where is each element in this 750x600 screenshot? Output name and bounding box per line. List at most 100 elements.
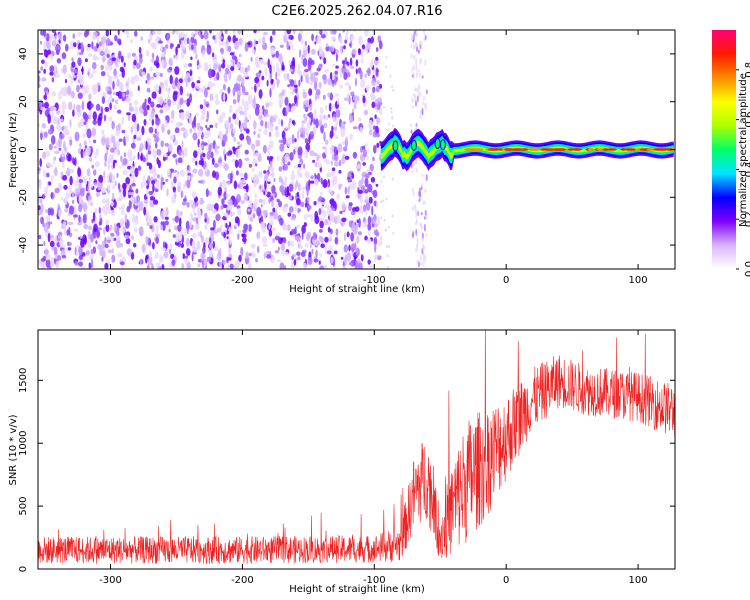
heatmap-cell xyxy=(166,33,170,41)
heatmap-cell xyxy=(130,251,135,260)
heatmap-cell xyxy=(111,254,116,263)
heatmap-cell xyxy=(188,166,191,172)
heatmap-cell xyxy=(305,127,309,137)
heatmap-cell xyxy=(315,240,321,246)
heatmap-cell xyxy=(357,262,363,269)
heatmap-cell xyxy=(422,243,425,250)
heatmap-cell xyxy=(297,146,303,156)
heatmap-cell xyxy=(74,179,80,187)
heatmap-cell xyxy=(298,79,301,87)
heatmap-cell xyxy=(111,57,117,62)
heatmap-cell xyxy=(322,74,327,81)
heatmap-cell xyxy=(283,203,289,208)
heatmap-cell xyxy=(297,63,301,72)
heatmap-cell xyxy=(299,172,303,179)
heatmap-cell xyxy=(50,135,56,145)
heatmap-cell xyxy=(336,214,341,224)
heatmap-cell xyxy=(324,218,329,226)
heatmap-cell xyxy=(292,30,296,35)
snr-x-label: Height of straight line (km) xyxy=(289,584,425,595)
spectral-spike xyxy=(434,138,441,149)
heatmap-cell xyxy=(125,237,131,245)
y-tick-label: 0 xyxy=(18,566,29,572)
heatmap-cell xyxy=(38,74,41,84)
heatmap-cell xyxy=(105,30,110,37)
heatmap-cell xyxy=(300,201,305,208)
heatmap-cell xyxy=(417,49,420,54)
heatmap-cell xyxy=(156,149,162,156)
heatmap-cell xyxy=(164,142,169,147)
heatmap-cell xyxy=(155,62,160,69)
heatmap-cell xyxy=(150,101,155,108)
heatmap-cell xyxy=(145,153,149,163)
heatmap-cell xyxy=(331,177,335,187)
heatmap-cell xyxy=(373,77,377,82)
heatmap-cell xyxy=(81,100,85,111)
heatmap-cell xyxy=(184,258,189,265)
heatmap-cell xyxy=(127,114,131,122)
heatmap-cell xyxy=(297,163,302,168)
heatmap-cell xyxy=(187,172,192,176)
heatmap-cell xyxy=(138,146,143,153)
heatmap-cell xyxy=(38,167,41,171)
heatmap-cell xyxy=(157,174,160,179)
heatmap-cell xyxy=(303,48,307,58)
heatmap-cell xyxy=(206,216,210,224)
heatmap-cell xyxy=(146,189,149,198)
heatmap-cell xyxy=(423,223,426,232)
heatmap-cell xyxy=(133,59,137,66)
heatmap-cell xyxy=(69,205,74,215)
heatmap-cell xyxy=(124,234,130,239)
heatmap-cell xyxy=(422,252,425,260)
heatmap-cell xyxy=(40,203,44,213)
heatmap-cell xyxy=(186,175,191,181)
heatmap-cell xyxy=(56,109,61,115)
heatmap-cell xyxy=(206,40,209,46)
heatmap-cell xyxy=(43,186,48,197)
heatmap-cell xyxy=(203,62,209,72)
heatmap-cell xyxy=(154,233,160,237)
spectrogram-heatmap xyxy=(38,30,675,269)
heatmap-cell xyxy=(213,246,219,252)
heatmap-cell xyxy=(340,256,344,260)
heatmap-cell xyxy=(47,128,53,135)
heatmap-cell xyxy=(159,109,164,114)
heatmap-cell xyxy=(86,249,90,256)
heatmap-cell xyxy=(38,98,41,102)
heatmap-cell xyxy=(420,58,422,62)
heatmap-cell xyxy=(62,255,66,259)
heatmap-cell xyxy=(116,60,120,68)
heatmap-cell xyxy=(41,59,45,64)
heatmap-cell xyxy=(304,138,309,144)
heatmap-cell xyxy=(318,229,323,233)
heatmap-cell xyxy=(110,232,115,236)
heatmap-cell xyxy=(229,238,232,246)
heatmap-cell xyxy=(307,44,310,54)
heatmap-cell xyxy=(329,198,335,206)
heatmap-cell xyxy=(301,186,306,191)
heatmap-cell xyxy=(322,179,328,188)
heatmap-cell xyxy=(87,225,93,231)
heatmap-cell xyxy=(169,243,173,250)
heatmap-cell xyxy=(49,240,55,247)
heatmap-cell xyxy=(59,238,64,248)
heatmap-cell xyxy=(244,116,248,122)
heatmap-cell xyxy=(93,169,97,176)
heatmap-cell xyxy=(309,180,315,184)
heatmap-cell xyxy=(266,79,269,87)
heatmap-cell xyxy=(334,236,339,245)
spectral-peak xyxy=(664,148,675,151)
heatmap-cell xyxy=(232,34,237,44)
heatmap-cell xyxy=(45,150,51,157)
heatmap-cell xyxy=(180,127,186,132)
heatmap-cell xyxy=(121,129,126,134)
heatmap-cell xyxy=(315,89,321,96)
spectral-spike xyxy=(439,139,446,151)
heatmap-cell xyxy=(264,180,267,190)
heatmap-cell xyxy=(171,109,175,120)
heatmap-cell xyxy=(202,246,206,254)
heatmap-cell xyxy=(345,261,351,266)
heatmap-cell xyxy=(365,209,368,217)
